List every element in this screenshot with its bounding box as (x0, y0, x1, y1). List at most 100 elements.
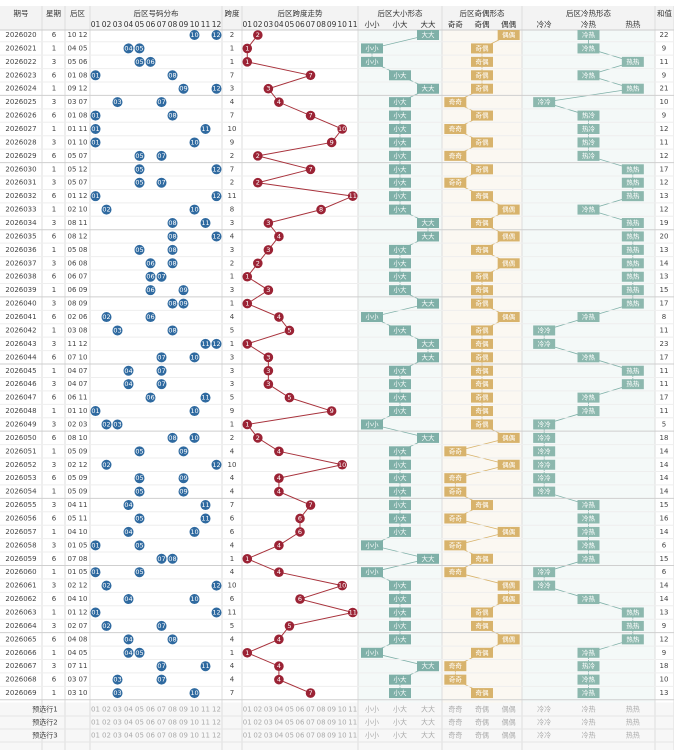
ball-number: 02 (102, 313, 110, 321)
parity-label: 奇奇 (449, 473, 463, 482)
span-dot-label: 3 (266, 367, 270, 375)
ball-circle (123, 43, 134, 54)
span-dot-label: 1 (245, 649, 249, 657)
parity-highlight (471, 83, 493, 94)
ball: 10 (189, 30, 200, 40)
parity-highlight (444, 674, 467, 685)
ball: 08 (167, 110, 178, 121)
sub-header: 09 (327, 732, 336, 740)
weekday: 6 (52, 595, 57, 603)
back-number: 08 (79, 635, 88, 643)
period: 2026069 (5, 689, 36, 697)
parity-highlight (444, 124, 467, 135)
ball-number: 05 (135, 58, 143, 66)
size-label: 小大 (394, 513, 408, 522)
ball-circle (123, 647, 134, 658)
sub-header: 大大 (421, 19, 436, 29)
span-dot-label: 7 (308, 689, 312, 697)
parity-label: 偶偶 (502, 527, 516, 536)
ball-circle (189, 688, 200, 699)
back-number: 02 (68, 420, 77, 428)
span-dot (305, 70, 316, 81)
size-label: 大大 (422, 352, 436, 361)
temp-highlight (621, 285, 644, 296)
span-dot-label: 5 (287, 394, 291, 402)
temp-highlight (621, 231, 644, 242)
sum: 11 (660, 380, 669, 388)
temp-highlight (621, 298, 644, 309)
span-dot-label: 1 (245, 420, 249, 428)
back-number: 08 (68, 300, 77, 308)
ball: 11 (200, 661, 211, 672)
sub-header: 03 (264, 732, 273, 740)
span: 1 (230, 44, 234, 52)
weekday: 6 (52, 635, 57, 643)
span-dot-label: 4 (277, 568, 281, 576)
ball: 05 (134, 164, 145, 175)
span-dot-label: 4 (277, 676, 281, 684)
temp-highlight (621, 218, 644, 229)
sub-header: 11 (348, 719, 357, 727)
ball-circle (200, 513, 211, 524)
period: 2026034 (5, 219, 37, 227)
sub-header: 小小 (365, 20, 380, 29)
back-number: 10 (79, 138, 88, 146)
ball-number: 03 (113, 420, 121, 428)
span: 4 (230, 662, 235, 670)
sub-header: 08 (168, 719, 177, 727)
period: 2026028 (5, 138, 36, 146)
ball-number: 05 (135, 568, 143, 576)
ball-number: 10 (190, 407, 198, 415)
ball-number: 01 (91, 138, 99, 146)
size-label: 小大 (394, 379, 408, 388)
span: 3 (230, 286, 234, 294)
span-dot-label: 6 (298, 595, 302, 603)
sub-header: 11 (348, 706, 357, 714)
size-label: 大大 (422, 433, 436, 442)
ball: 12 (211, 191, 222, 202)
ball: 02 (101, 620, 112, 631)
span-dot-label: 8 (319, 206, 323, 214)
sum: 17 (660, 394, 669, 402)
ball: 02 (101, 419, 112, 430)
ball-circle (211, 338, 222, 349)
span-dot-label: 4 (277, 98, 281, 106)
size-highlight (389, 379, 411, 390)
weekday: 1 (52, 44, 56, 52)
span-dot (347, 191, 358, 201)
size-label: 大大 (422, 299, 436, 308)
size-label: 大大 (422, 84, 436, 93)
period: 2026040 (5, 300, 36, 308)
temp-highlight (577, 137, 600, 148)
ball: 04 (123, 379, 134, 390)
ball-number: 07 (157, 353, 165, 361)
size-highlight (389, 486, 411, 497)
sum: 13 (660, 608, 669, 616)
ball: 01 (90, 567, 101, 578)
span-dot (274, 446, 284, 457)
ball: 07 (156, 352, 167, 363)
ball-circle (90, 406, 101, 417)
size-highlight (389, 500, 411, 511)
weekday: 3 (52, 541, 56, 549)
size-highlight (389, 244, 411, 255)
ball-circle (123, 634, 134, 645)
ball-number: 11 (201, 394, 209, 402)
temp-label: 热热 (626, 366, 640, 375)
temp-label: 冷热 (582, 527, 596, 536)
sum: 12 (660, 179, 669, 187)
sub-header: 07 (306, 706, 315, 714)
size-highlight (417, 218, 439, 229)
size-label: 小大 (394, 151, 408, 160)
size-label: 小小 (366, 43, 380, 52)
sum: 9 (662, 71, 666, 79)
ball-circle (211, 191, 222, 202)
span-trend-line (245, 34, 355, 694)
ball-number: 05 (135, 541, 143, 549)
period: 2026035 (5, 232, 36, 240)
sum: 14 (660, 474, 669, 482)
sub-header: 小大 (393, 705, 407, 714)
span-dot-label: 4 (277, 662, 281, 670)
ball-number: 01 (91, 125, 99, 133)
span-dot (305, 500, 316, 510)
